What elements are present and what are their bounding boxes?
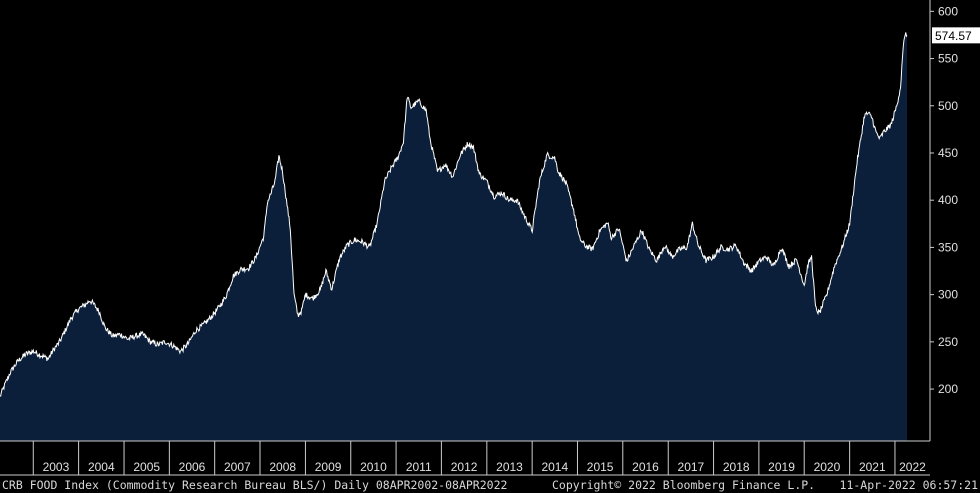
- x-tick-label: 2009: [315, 460, 342, 474]
- x-tick-label: 2014: [541, 460, 568, 474]
- x-tick-label: 2006: [179, 460, 206, 474]
- x-tick-label: 2005: [133, 460, 160, 474]
- x-tick-label: 2007: [224, 460, 251, 474]
- x-tick-label: 2008: [269, 460, 296, 474]
- x-tick-label: 2013: [496, 460, 523, 474]
- x-tick-label: 2015: [587, 460, 614, 474]
- x-tick-label: 2019: [768, 460, 795, 474]
- footer-timestamp: 11-Apr-2022 06:57:21: [839, 478, 978, 492]
- plot-area: [0, 32, 908, 442]
- y-tick-label: 350: [938, 240, 958, 254]
- x-tick-label: 2020: [814, 460, 841, 474]
- last-value-label: 574.57: [935, 29, 972, 43]
- x-tick-label: 2004: [88, 460, 115, 474]
- y-tick-label: 600: [938, 4, 958, 18]
- last-value-box: [932, 27, 980, 44]
- x-tick-label: 2021: [859, 460, 886, 474]
- x-tick-label: 2010: [360, 460, 387, 474]
- series-area-fill: [0, 32, 907, 442]
- series-line: [0, 32, 908, 397]
- y-tick-label: 250: [938, 335, 958, 349]
- x-tick-label: 2017: [678, 460, 705, 474]
- y-tick-label: 450: [938, 146, 958, 160]
- footer-copyright: Copyright© 2022 Bloomberg Finance L.P.: [552, 478, 816, 492]
- x-tick-label: 2018: [723, 460, 750, 474]
- x-tick-label: 2011: [406, 460, 432, 474]
- x-tick-label: 2016: [632, 460, 659, 474]
- footer-bar: CRB FOOD Index (Commodity Research Burea…: [0, 476, 980, 493]
- x-tick-label: 2022: [899, 460, 926, 474]
- x-tick-label: 2012: [451, 460, 478, 474]
- footer-security-description: CRB FOOD Index (Commodity Research Burea…: [2, 478, 508, 492]
- y-tick-label: 550: [938, 52, 958, 66]
- y-tick-label: 300: [938, 288, 958, 302]
- y-tick-label: 400: [938, 193, 958, 207]
- chart-canvas: 2003 2004 2005 2006 2007 2008 2009 2010 2011 2012…: [0, 0, 980, 476]
- y-axis: 200 250 300 350 400 450 500 550 600: [929, 0, 958, 441]
- y-tick-label: 500: [938, 99, 958, 113]
- y-tick-label: 200: [938, 382, 958, 396]
- x-tick-label: 2003: [43, 460, 70, 474]
- last-value-marker: 574.57: [932, 27, 980, 44]
- x-axis: 2003 2004 2005 2006 2007 2008 2009 2010 2011 2012…: [0, 440, 930, 476]
